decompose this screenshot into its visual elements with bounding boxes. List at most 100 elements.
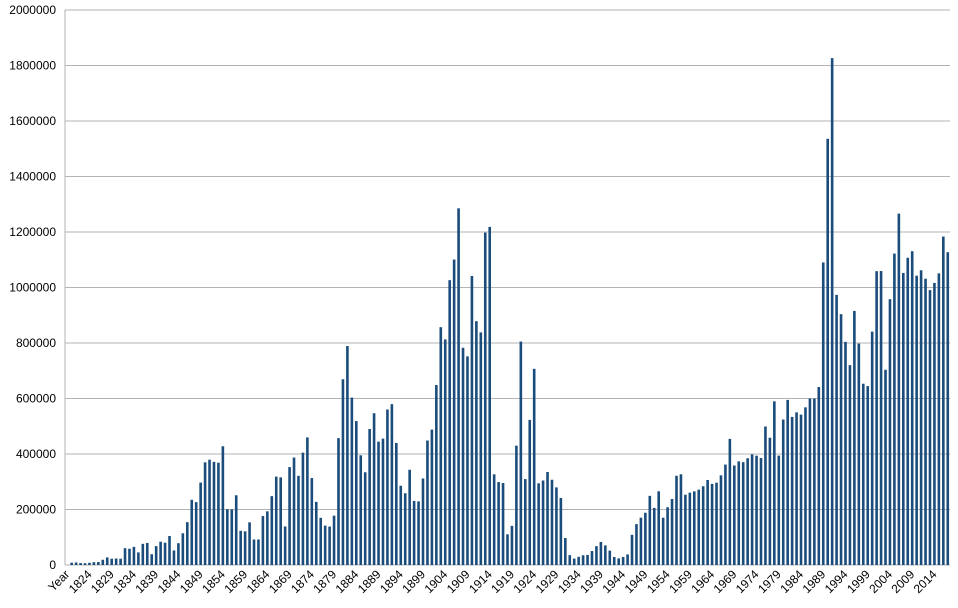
bar xyxy=(786,399,789,565)
bar xyxy=(555,487,558,565)
bar xyxy=(746,458,749,565)
bar xyxy=(724,464,727,565)
bar xyxy=(684,494,687,565)
x-tick-label: 1849 xyxy=(177,567,206,596)
bar xyxy=(452,259,456,565)
x-tick-label: 1864 xyxy=(244,567,273,596)
bar xyxy=(279,477,282,565)
bar xyxy=(910,251,914,565)
bar xyxy=(461,347,465,565)
bar xyxy=(475,321,478,565)
bar xyxy=(755,455,758,565)
bar xyxy=(88,562,91,565)
bar xyxy=(666,507,669,565)
y-tick-label: 800000 xyxy=(16,336,56,350)
bar xyxy=(773,401,776,565)
bar xyxy=(697,489,701,565)
y-tick-label: 1200000 xyxy=(9,225,56,239)
bar xyxy=(483,232,487,566)
bar xyxy=(221,446,225,565)
bar xyxy=(626,554,629,565)
bar xyxy=(319,517,323,565)
x-tick-label: 1889 xyxy=(355,567,384,596)
bar xyxy=(541,480,545,565)
bar xyxy=(701,486,705,565)
x-tick-label: 1919 xyxy=(488,567,517,596)
bar xyxy=(457,208,460,565)
bar xyxy=(870,331,874,565)
bar xyxy=(559,497,563,565)
bar xyxy=(777,455,781,565)
bar xyxy=(301,452,305,565)
bar xyxy=(919,270,923,565)
bar xyxy=(128,548,131,565)
bar xyxy=(448,280,451,565)
bar xyxy=(764,426,767,565)
bar xyxy=(937,273,941,565)
x-tick-label: 1959 xyxy=(666,567,695,596)
bar xyxy=(857,343,861,565)
bar xyxy=(79,563,82,565)
bar xyxy=(928,290,932,565)
bar xyxy=(942,236,945,565)
bar xyxy=(412,500,416,565)
bar xyxy=(261,516,265,565)
x-tick-label: 1929 xyxy=(533,567,562,596)
bar xyxy=(719,475,723,565)
bar xyxy=(395,442,398,565)
bar xyxy=(741,462,745,565)
bar xyxy=(314,501,318,565)
bar xyxy=(861,383,865,565)
bar xyxy=(492,474,496,565)
x-tick-label: 1839 xyxy=(133,567,162,596)
bar xyxy=(297,475,300,565)
bar xyxy=(417,501,420,565)
bar xyxy=(915,275,918,565)
bar xyxy=(897,213,901,565)
bar xyxy=(292,457,296,565)
bar xyxy=(532,368,536,565)
bar xyxy=(248,522,251,565)
x-tick-label: 1844 xyxy=(155,567,184,596)
bar xyxy=(337,438,340,565)
bar xyxy=(386,409,389,565)
x-tick-label: 1949 xyxy=(622,567,651,596)
bar xyxy=(875,271,878,565)
bar xyxy=(443,339,447,565)
bar xyxy=(114,558,118,565)
bar xyxy=(510,525,514,565)
bar xyxy=(190,499,194,565)
x-tick-label: 1989 xyxy=(800,567,829,596)
bar xyxy=(381,438,385,565)
bar xyxy=(888,299,892,565)
bar xyxy=(608,550,612,565)
bar xyxy=(310,478,314,565)
bar xyxy=(519,341,523,565)
bar xyxy=(306,437,309,565)
bar xyxy=(92,562,96,565)
bar xyxy=(466,356,469,565)
x-tick-label: 1894 xyxy=(377,567,406,596)
bar xyxy=(528,419,532,565)
bar xyxy=(835,294,838,565)
bar xyxy=(363,472,367,565)
bar xyxy=(181,533,185,565)
x-tick-label: 1874 xyxy=(288,567,317,596)
bar xyxy=(421,478,425,565)
bar xyxy=(879,271,883,565)
bar xyxy=(230,509,234,565)
x-tick-label: 1914 xyxy=(466,567,495,596)
y-tick-label: 1800000 xyxy=(9,59,56,73)
bar xyxy=(826,138,830,565)
bar xyxy=(137,552,140,565)
bar xyxy=(119,558,122,565)
bar xyxy=(808,398,812,565)
bar xyxy=(194,502,198,565)
x-tick-label: 1879 xyxy=(310,567,339,596)
x-tick-label: 1869 xyxy=(266,567,295,596)
bar xyxy=(435,384,438,565)
bar xyxy=(768,437,772,565)
bar xyxy=(390,404,394,565)
bar xyxy=(101,559,105,565)
bar xyxy=(590,551,594,565)
